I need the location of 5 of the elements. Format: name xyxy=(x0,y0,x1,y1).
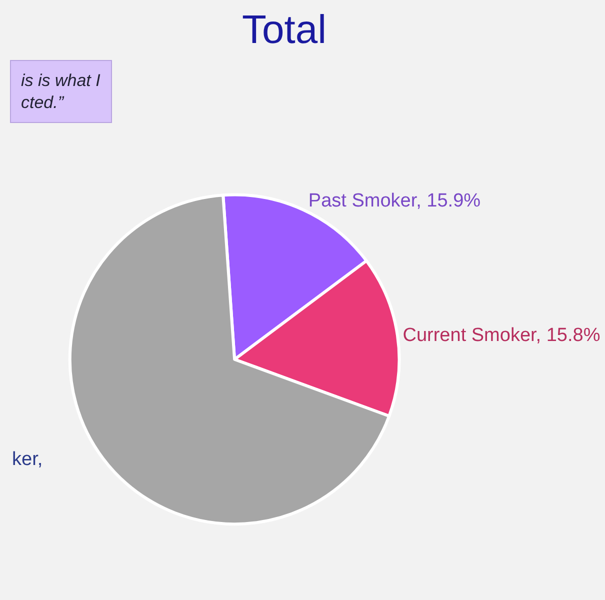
slice-label: Current Smoker, 15.8% xyxy=(402,324,600,346)
slice-label: Past Smoker, 15.9% xyxy=(308,190,481,212)
text: ker, xyxy=(12,449,43,470)
text: is is what I cted.” xyxy=(21,71,101,112)
chart-title: Total xyxy=(242,8,326,52)
